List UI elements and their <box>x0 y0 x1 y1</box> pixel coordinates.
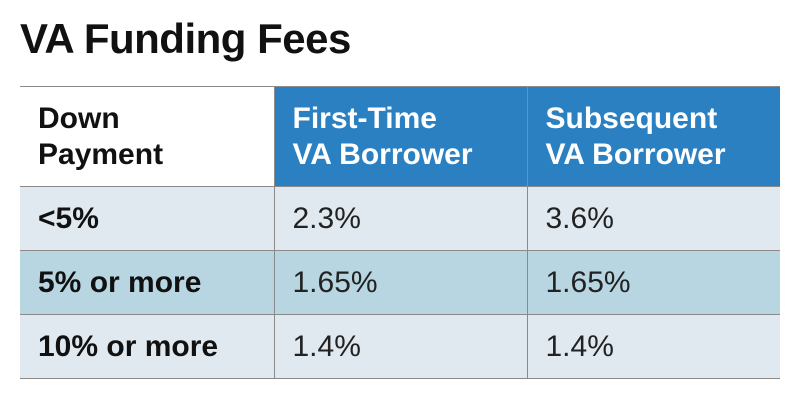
header-down-payment-line-2: Payment <box>38 137 164 171</box>
header-down-payment: Down Payment <box>20 86 275 187</box>
row-first-time-fee: 1.65% <box>274 250 528 315</box>
header-down-payment-line-1: Down <box>38 101 120 135</box>
header-first-time-line-2: VA Borrower <box>292 137 473 171</box>
table-row: 10% or more 1.4% 1.4% <box>20 314 780 379</box>
row-subsequent-fee: 1.4% <box>527 314 780 379</box>
table-title: VA Funding Fees <box>20 15 351 62</box>
row-first-time-fee: 2.3% <box>274 186 528 251</box>
row-subsequent-fee: 3.6% <box>527 186 780 251</box>
row-down-payment: <5% <box>20 186 275 251</box>
row-down-payment: 10% or more <box>20 314 275 379</box>
header-first-time-borrower: First-Time VA Borrower <box>274 86 528 187</box>
header-subsequent-borrower: Subsequent VA Borrower <box>527 86 780 187</box>
row-down-payment: 5% or more <box>20 250 275 315</box>
header-subsequent-line-2: VA Borrower <box>545 137 726 171</box>
row-subsequent-fee: 1.65% <box>527 250 780 315</box>
table-row: <5% 2.3% 3.6% <box>20 186 780 251</box>
funding-fees-table: Down Payment First-Time VA Borrower Subs… <box>20 86 780 379</box>
row-first-time-fee: 1.4% <box>274 314 528 379</box>
header-subsequent-line-1: Subsequent <box>545 101 718 135</box>
header-first-time-line-1: First-Time <box>292 101 437 135</box>
header-row: Down Payment First-Time VA Borrower Subs… <box>20 86 780 187</box>
table-row: 5% or more 1.65% 1.65% <box>20 250 780 315</box>
